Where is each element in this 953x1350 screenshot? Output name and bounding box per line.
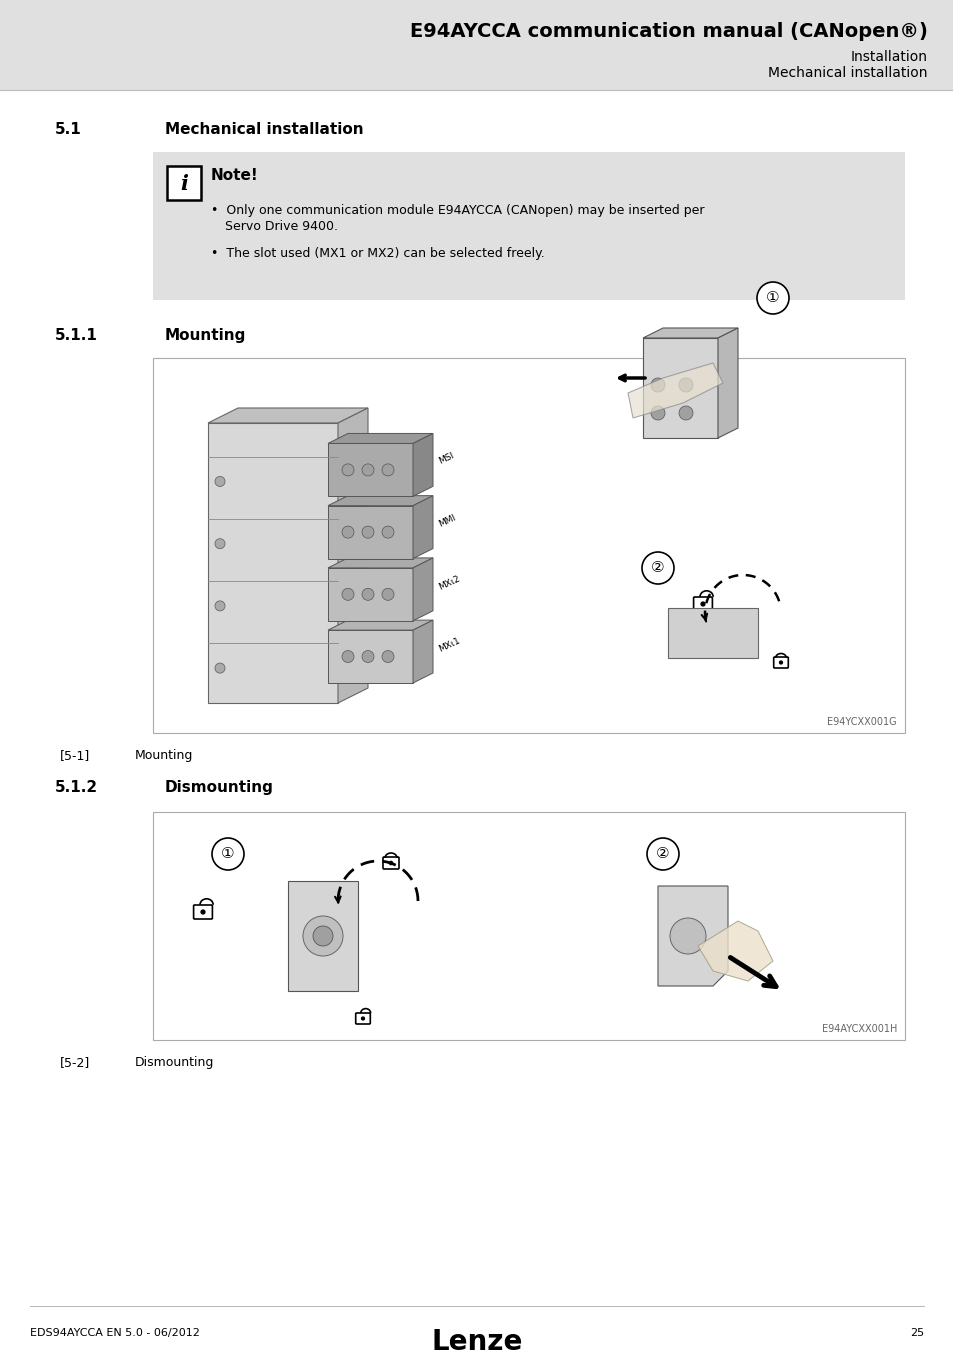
Circle shape	[757, 282, 788, 315]
Polygon shape	[328, 568, 413, 621]
Polygon shape	[328, 630, 413, 683]
Polygon shape	[698, 921, 772, 981]
Text: MSI: MSI	[436, 451, 455, 466]
FancyBboxPatch shape	[693, 597, 712, 612]
Text: 5.1: 5.1	[55, 122, 82, 136]
Text: Note!: Note!	[211, 167, 258, 184]
Circle shape	[389, 861, 393, 864]
Text: ②: ②	[651, 560, 664, 575]
Polygon shape	[208, 423, 337, 703]
Polygon shape	[208, 408, 368, 423]
Text: E94AYCXX001H: E94AYCXX001H	[821, 1025, 896, 1034]
Text: 5.1.2: 5.1.2	[55, 780, 98, 795]
Text: Installation: Installation	[850, 50, 927, 63]
Polygon shape	[658, 886, 727, 986]
Circle shape	[669, 918, 705, 954]
Polygon shape	[642, 328, 738, 338]
Polygon shape	[288, 882, 357, 991]
Circle shape	[361, 589, 374, 601]
Circle shape	[700, 602, 704, 606]
FancyBboxPatch shape	[167, 166, 201, 200]
Polygon shape	[413, 558, 433, 621]
Text: Mechanical installation: Mechanical installation	[165, 122, 363, 136]
Circle shape	[679, 406, 692, 420]
Circle shape	[381, 526, 394, 539]
FancyBboxPatch shape	[193, 904, 213, 919]
FancyBboxPatch shape	[0, 0, 953, 90]
Circle shape	[341, 526, 354, 539]
Circle shape	[341, 651, 354, 663]
FancyBboxPatch shape	[773, 657, 787, 668]
Text: 5.1.1: 5.1.1	[55, 328, 98, 343]
FancyBboxPatch shape	[152, 358, 904, 733]
Text: ①: ①	[765, 290, 779, 305]
Polygon shape	[328, 443, 413, 497]
Circle shape	[381, 651, 394, 663]
Text: •  Only one communication module E94AYCCA (CANopen) may be inserted per: • Only one communication module E94AYCCA…	[211, 204, 703, 217]
Circle shape	[214, 477, 225, 486]
Text: [5-1]: [5-1]	[60, 749, 91, 761]
FancyBboxPatch shape	[667, 608, 758, 657]
Text: EDS94AYCCA EN 5.0 - 06/2012: EDS94AYCCA EN 5.0 - 06/2012	[30, 1328, 200, 1338]
Text: Dismounting: Dismounting	[135, 1056, 214, 1069]
Polygon shape	[328, 506, 413, 559]
Polygon shape	[413, 495, 433, 559]
FancyBboxPatch shape	[355, 1012, 370, 1025]
Text: Dismounting: Dismounting	[165, 780, 274, 795]
Circle shape	[641, 552, 673, 585]
Text: E94AYCCA communication manual (CANopen®): E94AYCCA communication manual (CANopen®)	[410, 22, 927, 40]
Text: i: i	[180, 174, 188, 194]
Polygon shape	[328, 433, 433, 443]
Circle shape	[214, 601, 225, 612]
Circle shape	[313, 926, 333, 946]
FancyBboxPatch shape	[382, 857, 398, 869]
Polygon shape	[337, 408, 368, 703]
Text: Servo Drive 9400.: Servo Drive 9400.	[225, 220, 337, 234]
Circle shape	[679, 378, 692, 392]
Text: Lenze: Lenze	[431, 1328, 522, 1350]
Circle shape	[779, 662, 781, 664]
Polygon shape	[413, 620, 433, 683]
Text: Mechanical installation: Mechanical installation	[768, 66, 927, 80]
Text: E94YCXX001G: E94YCXX001G	[826, 717, 896, 728]
Polygon shape	[328, 495, 433, 506]
Circle shape	[303, 917, 343, 956]
Text: MXι2: MXι2	[436, 574, 461, 591]
Polygon shape	[718, 328, 738, 437]
Text: [5-2]: [5-2]	[60, 1056, 91, 1069]
Circle shape	[361, 1017, 364, 1021]
Circle shape	[381, 589, 394, 601]
Text: MXι1: MXι1	[436, 636, 461, 655]
Circle shape	[361, 651, 374, 663]
Polygon shape	[328, 620, 433, 630]
Text: ②: ②	[656, 846, 669, 861]
Text: ①: ①	[221, 846, 234, 861]
FancyBboxPatch shape	[152, 153, 904, 300]
Text: •  The slot used (MX1 or MX2) can be selected freely.: • The slot used (MX1 or MX2) can be sele…	[211, 247, 544, 261]
Polygon shape	[413, 433, 433, 497]
Polygon shape	[642, 338, 718, 437]
Text: Mounting: Mounting	[165, 328, 246, 343]
Circle shape	[361, 464, 374, 477]
Polygon shape	[328, 558, 433, 568]
Circle shape	[361, 526, 374, 539]
Polygon shape	[627, 363, 722, 418]
Circle shape	[650, 406, 664, 420]
FancyBboxPatch shape	[152, 811, 904, 1040]
Circle shape	[214, 539, 225, 548]
Text: Mounting: Mounting	[135, 749, 193, 761]
Circle shape	[341, 589, 354, 601]
Circle shape	[212, 838, 244, 869]
Circle shape	[214, 663, 225, 674]
Circle shape	[201, 910, 205, 914]
Text: MMI: MMI	[436, 513, 456, 529]
Text: 25: 25	[909, 1328, 923, 1338]
Circle shape	[381, 464, 394, 477]
Circle shape	[650, 378, 664, 392]
Circle shape	[646, 838, 679, 869]
Circle shape	[341, 464, 354, 477]
